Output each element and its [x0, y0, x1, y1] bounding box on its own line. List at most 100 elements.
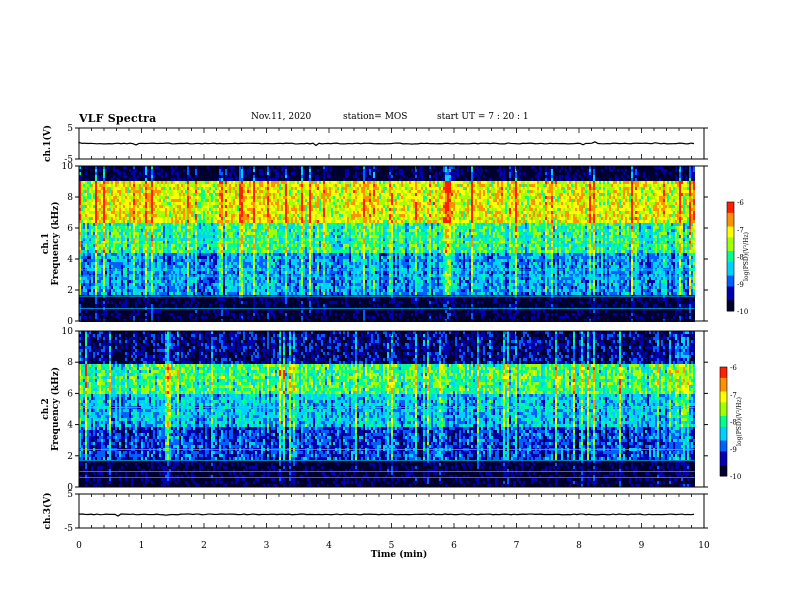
spectrogram-cell	[95, 187, 97, 190]
spectrogram-cell	[123, 178, 125, 181]
spectrogram-cell	[125, 190, 127, 193]
spectrogram-cell	[97, 250, 99, 253]
spectrogram-cell	[93, 274, 95, 277]
spectrogram-cell	[123, 169, 125, 172]
spectrogram-cell	[127, 211, 129, 214]
spectrogram-cell	[121, 217, 123, 220]
spectrogram-cell	[117, 220, 119, 223]
spectrogram-cell	[83, 250, 85, 253]
spectrogram-cell	[101, 298, 103, 301]
spectrogram-cell	[93, 301, 95, 304]
spectrogram-cell	[95, 235, 97, 238]
spectrogram-cell	[89, 265, 91, 268]
spectrogram-cell	[103, 190, 105, 193]
spectrogram-cell	[101, 184, 103, 187]
spectrogram-cell	[83, 271, 85, 274]
spectrogram-cell	[115, 238, 117, 241]
spectrogram-cell	[81, 313, 83, 316]
spectrogram-cell	[129, 211, 131, 214]
spectrogram-cell	[129, 184, 131, 187]
spectrogram-cell	[119, 289, 121, 292]
spectrogram-cell	[85, 256, 87, 259]
spectrogram-cell	[129, 244, 131, 247]
spectrogram-cell	[127, 208, 129, 211]
spectrogram-cell	[89, 235, 91, 238]
spectrogram-cell	[83, 169, 85, 172]
spectrogram-cell	[97, 247, 99, 250]
spectrogram-cell	[129, 223, 131, 226]
spectrogram-cell	[91, 274, 93, 277]
spectrogram-cell	[121, 208, 123, 211]
spectrogram-cell	[99, 235, 101, 238]
spectrogram-cell	[91, 235, 93, 238]
spectrogram-cell	[113, 310, 115, 313]
spectrogram-cell	[127, 169, 129, 172]
spectrogram-cell	[105, 208, 107, 211]
spectrogram-cell	[109, 190, 111, 193]
spectrogram-cell	[107, 259, 109, 262]
spectrogram-cell	[95, 301, 97, 304]
spectrogram-cell	[93, 289, 95, 292]
spectrogram-cell	[113, 229, 115, 232]
spectrogram-cell	[93, 310, 95, 313]
spectrogram-cell	[81, 220, 83, 223]
spectrogram-cell	[83, 205, 85, 208]
spectrogram-cell	[109, 316, 111, 319]
spectrogram-cell	[105, 184, 107, 187]
spectrogram-cell	[121, 283, 123, 286]
spectrogram-cell	[91, 286, 93, 289]
spectrogram-cell	[101, 271, 103, 274]
spectrogram-cell	[81, 316, 83, 319]
spectrogram-cell	[125, 232, 127, 235]
spectrogram-cell	[99, 316, 101, 319]
spectrogram-cell	[125, 208, 127, 211]
spectrogram-cell	[107, 217, 109, 220]
spectrogram-cell	[119, 256, 121, 259]
spectrogram-cell	[91, 202, 93, 205]
spectrogram-cell	[113, 184, 115, 187]
spectrogram-cell	[119, 250, 121, 253]
spectrogram-cell	[127, 253, 129, 256]
spectrogram-cell	[105, 181, 107, 184]
spectrogram-cell	[115, 250, 117, 253]
spectrogram-cell	[93, 283, 95, 286]
spectrogram-cell	[107, 265, 109, 268]
spectrogram-cell	[91, 229, 93, 232]
spectrogram-cell	[85, 286, 87, 289]
spectrogram-cell	[81, 271, 83, 274]
spectrogram-cell	[101, 220, 103, 223]
spectrogram-cell	[93, 277, 95, 280]
spectrogram-cell	[125, 229, 127, 232]
spectrogram-cell	[105, 238, 107, 241]
spectrogram-cell	[113, 202, 115, 205]
spectrogram-cell	[113, 250, 115, 253]
spectrogram-cell	[87, 292, 89, 295]
spectrogram-cell	[105, 271, 107, 274]
spectrogram-cell	[121, 220, 123, 223]
spectrogram-cell	[111, 175, 113, 178]
spectrogram-cell	[111, 277, 113, 280]
spectrogram-cell	[87, 196, 89, 199]
spectrogram-cell	[125, 178, 127, 181]
spectrogram-cell	[95, 223, 97, 226]
spectrogram-cell	[83, 280, 85, 283]
spectrogram-cell	[85, 202, 87, 205]
spectrogram-cell	[85, 316, 87, 319]
spectrogram-cell	[85, 175, 87, 178]
spectrogram-cell	[99, 211, 101, 214]
spectrogram-cell	[113, 187, 115, 190]
spectrogram-cell	[121, 313, 123, 316]
spectrogram-cell	[93, 313, 95, 316]
spectrogram-cell	[97, 313, 99, 316]
spectrogram-cell	[117, 277, 119, 280]
spectrogram-cell	[83, 193, 85, 196]
spectrogram-cell	[89, 178, 91, 181]
spectrogram-cell	[123, 229, 125, 232]
spectrogram-cell	[117, 235, 119, 238]
spectrogram-cell	[115, 283, 117, 286]
spectrogram-cell	[83, 289, 85, 292]
spectrogram-cell	[109, 172, 111, 175]
spectrogram-cell	[81, 184, 83, 187]
spectrogram-cell	[117, 187, 119, 190]
spectrogram-cell	[127, 238, 129, 241]
